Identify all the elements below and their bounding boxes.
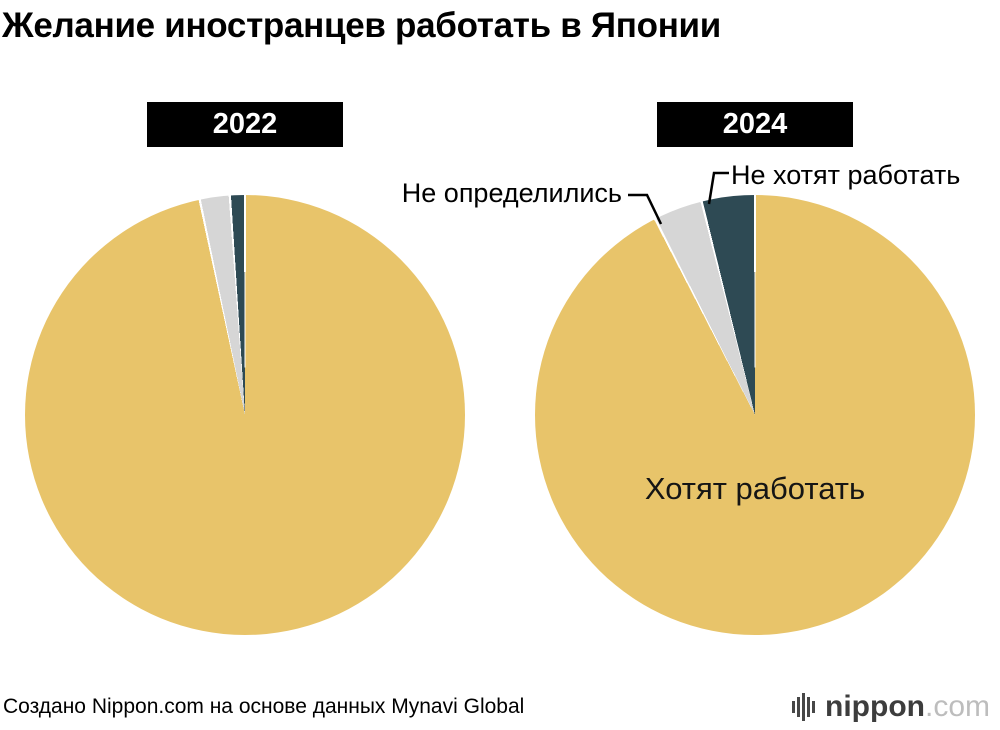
pie-chart-2022 [25, 195, 465, 635]
source-credit: Создано Nippon.com на основе данных Myna… [3, 695, 525, 718]
year-badge-2022: 2022 [147, 102, 343, 147]
want-to-work-label: Хотят работать [644, 471, 866, 506]
footer: Создано Nippon.com на основе данных Myna… [3, 690, 990, 724]
nippon-logo: nippon.com [792, 690, 990, 724]
undecided-callout-label: Не определились [401, 178, 622, 208]
pie-chart-2024 [535, 195, 975, 635]
dont-want-callout-label: Не хотят работать [731, 160, 961, 190]
soundwave-bars-icon [792, 693, 816, 721]
page-title: Желание иностранцев работать в Японии [2, 6, 721, 45]
logo-text-nippon: nippon [825, 690, 925, 723]
logo-text-tld: .com [924, 690, 990, 723]
year-badge-2024: 2024 [657, 102, 853, 147]
